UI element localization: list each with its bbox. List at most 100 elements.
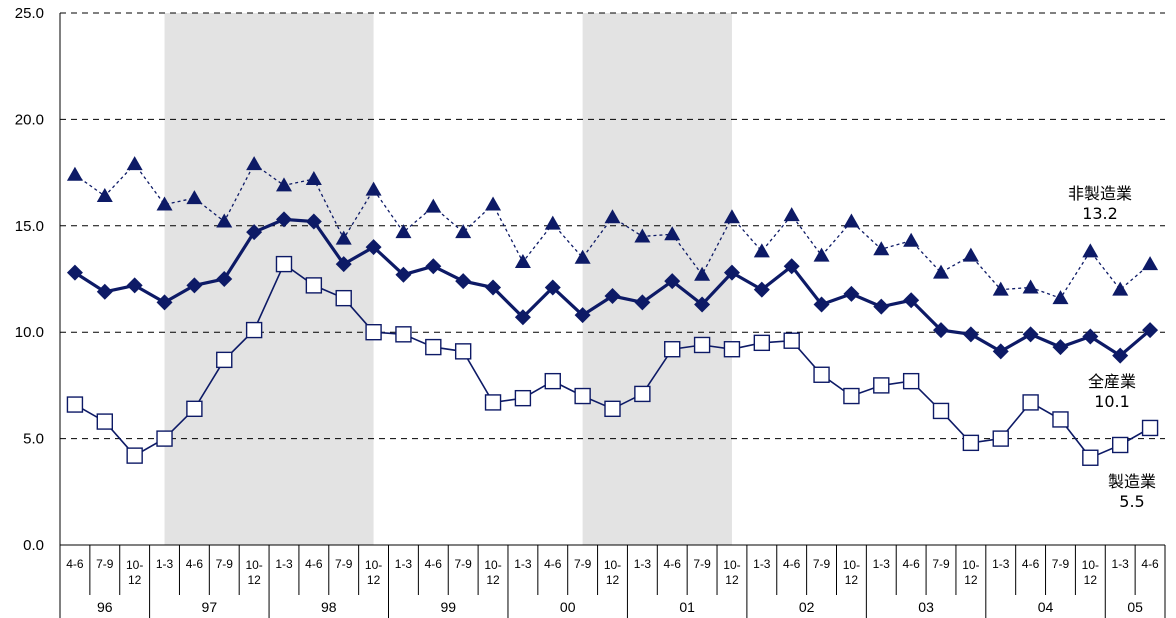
square-point [992, 430, 1009, 447]
square-point [186, 400, 203, 418]
diamond-point [96, 283, 113, 300]
x-tick-label: 1-3 [753, 557, 771, 571]
diamond-point [365, 239, 382, 256]
triangle-point [246, 156, 263, 171]
square-point [126, 447, 143, 464]
square-point [843, 387, 860, 405]
diamond-point [246, 224, 263, 241]
x-tick-label: 1-3 [395, 557, 413, 571]
diamond-point [634, 294, 651, 311]
x-tick-label: 4-6 [544, 557, 562, 571]
shaded-period-0 [164, 13, 374, 545]
square-point [1052, 411, 1069, 428]
square-point [783, 332, 800, 349]
x-tick-label: 7-9 [216, 557, 234, 571]
x-tick-label: 7-9 [335, 557, 353, 571]
x-tick-label: 4-6 [305, 557, 323, 571]
diamond-point [992, 343, 1009, 360]
x-tick-label: 10- [365, 558, 382, 572]
triangle-point [634, 228, 651, 243]
triangle-point [933, 264, 950, 279]
triangle-point [66, 166, 83, 181]
x-tick-label: 10- [723, 558, 740, 572]
x-tick-label: 7-9 [455, 557, 473, 571]
x-tick-label: 4-6 [664, 557, 682, 571]
triangle-point [425, 198, 442, 213]
shaded-period-1 [582, 13, 732, 545]
x-tick-label: 10- [843, 558, 860, 572]
square-point [723, 341, 741, 358]
diamond-point [275, 211, 292, 228]
square-point [1112, 436, 1129, 454]
x-tick-label: 7-9 [813, 557, 831, 571]
triangle-point [544, 215, 561, 230]
x-tick-label: 10- [1082, 558, 1099, 572]
square-point [664, 341, 681, 358]
x-tick-label-cont: 12 [247, 573, 261, 587]
diamond-point [395, 266, 412, 283]
square-point [305, 277, 323, 294]
triangle-point [305, 170, 322, 185]
square-point [932, 402, 950, 420]
square-point [574, 387, 591, 405]
square-point [813, 366, 830, 383]
diamond-point [783, 258, 800, 275]
triangle-point [1082, 243, 1099, 258]
square-point [873, 377, 890, 394]
x-tick-label: 7-9 [574, 557, 592, 571]
square-point [484, 394, 502, 411]
square-point [216, 351, 233, 369]
x-tick-label-cont: 12 [128, 573, 142, 587]
x-tick-label: 7-9 [96, 557, 114, 571]
y-tick-label: 15.0 [15, 218, 44, 235]
diamond-point [544, 279, 561, 296]
series-end-value-label: 13.2 [1082, 204, 1118, 223]
diamond-point [1112, 347, 1129, 364]
x-tick-label: 4-6 [425, 557, 443, 571]
diamond-point [962, 326, 979, 343]
triangle-point [604, 209, 621, 224]
x-tick-label: 10- [484, 558, 501, 572]
triangle-point [873, 241, 890, 256]
axes: 0.05.010.015.020.025.04-6 7-9 10-121-3 4-6 7… [15, 5, 1166, 618]
triangle-point [1142, 256, 1159, 271]
y-tick-label: 25.0 [15, 5, 44, 22]
triangle-point [186, 190, 203, 205]
series-name-label: 非製造業 [1068, 184, 1132, 203]
diamond-point [335, 256, 352, 273]
triangle-point [783, 207, 800, 222]
square-point [96, 413, 113, 430]
triangle-point [96, 188, 113, 203]
x-tick-label: 7-9 [693, 557, 711, 571]
square-point [365, 324, 382, 341]
triangle-point [335, 230, 352, 245]
x-tick-label-cont: 12 [845, 573, 859, 587]
diamond-point [156, 294, 173, 311]
diamond-point [425, 258, 442, 275]
diamond-point [604, 288, 621, 305]
year-label: 98 [321, 599, 337, 615]
triangle-point [962, 247, 979, 262]
y-tick-label: 5.0 [23, 431, 44, 448]
series-name-label: 全産業 [1088, 372, 1136, 391]
diamond-point [455, 273, 472, 290]
triangle-point [275, 177, 292, 192]
series-end-value-label: 5.5 [1119, 492, 1144, 511]
year-label: 97 [202, 599, 218, 615]
square-point [454, 343, 472, 360]
diamond-point [66, 264, 83, 281]
square-point [902, 372, 920, 390]
diamond-point [514, 309, 531, 326]
diamond-point [216, 271, 233, 287]
square-point [634, 385, 651, 403]
diamond-point [574, 307, 591, 324]
triangle-point [694, 266, 711, 281]
y-tick-label: 0.0 [23, 537, 44, 554]
diamond-point [1052, 339, 1069, 356]
x-tick-label: 4-6 [66, 557, 84, 571]
triangle-point [455, 224, 472, 239]
triangle-point [485, 196, 502, 211]
